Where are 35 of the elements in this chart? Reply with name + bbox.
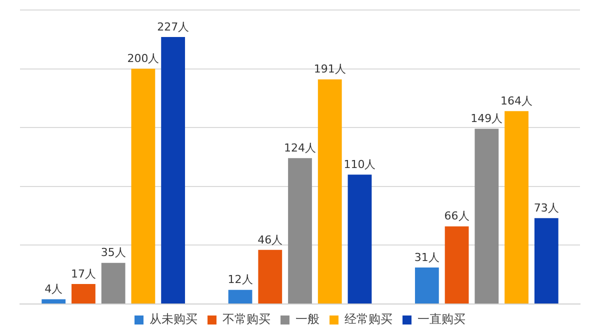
data-label: 73人	[534, 202, 559, 215]
data-label: 4人	[44, 282, 63, 296]
bar	[258, 250, 282, 304]
data-label: 191人	[314, 62, 346, 76]
bar	[161, 37, 186, 304]
bar	[414, 268, 439, 304]
bar	[101, 262, 126, 304]
data-label: 66人	[444, 210, 470, 223]
data-label: 149人	[470, 112, 503, 126]
data-label: 110人	[344, 158, 376, 171]
bar	[444, 226, 469, 304]
bar	[504, 111, 528, 304]
bar	[72, 284, 96, 304]
bar	[42, 299, 66, 304]
bar	[534, 218, 558, 304]
legend-label: 经常购买	[344, 312, 392, 326]
bar	[348, 174, 372, 304]
data-label: 164人	[500, 94, 533, 108]
bar	[288, 158, 312, 304]
data-label: 31人	[414, 250, 440, 264]
bar	[228, 290, 252, 304]
data-label: 227人	[157, 20, 190, 34]
data-label: 12人	[228, 273, 253, 286]
legend-label: 从未购买	[150, 312, 198, 326]
bar	[474, 128, 499, 304]
bar	[131, 68, 156, 304]
legend-label: 一般	[296, 312, 320, 326]
legend-label: 不常购买	[222, 312, 270, 326]
data-label: 17人	[70, 267, 96, 280]
data-label: 200人	[127, 52, 160, 66]
bar	[318, 79, 342, 304]
data-label: 35人	[100, 246, 126, 260]
data-label: 124人	[284, 142, 316, 155]
data-label: 46人	[258, 233, 283, 246]
legend-label: 一直购买	[418, 312, 466, 326]
